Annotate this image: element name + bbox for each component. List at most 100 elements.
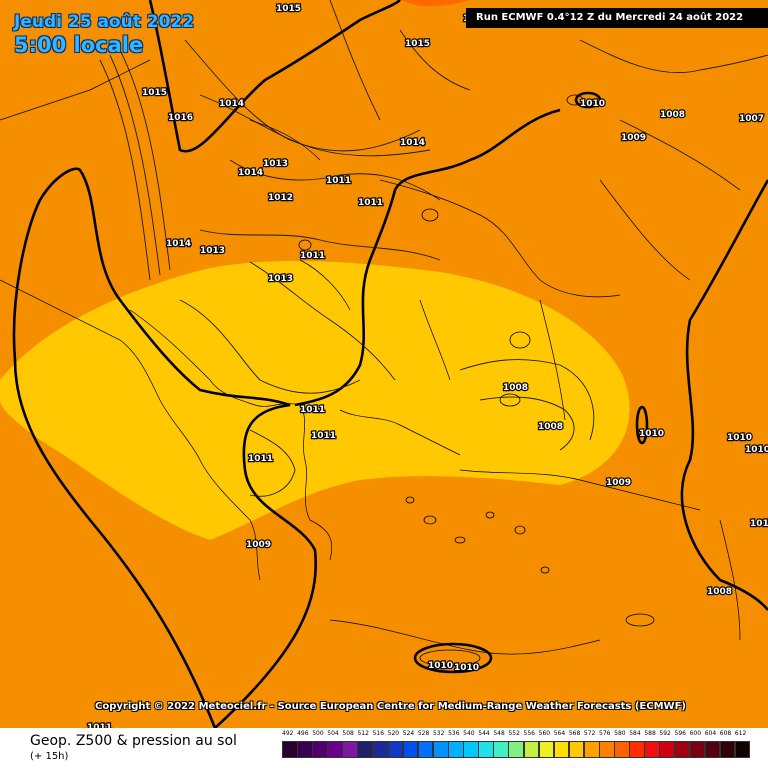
coastlines xyxy=(0,59,741,655)
pressure-label: 1009 xyxy=(606,478,631,488)
scale-label: 560 xyxy=(538,730,551,737)
pressure-label: 1008 xyxy=(538,422,563,432)
scale-swatch xyxy=(629,741,645,758)
scale-swatch xyxy=(734,741,751,758)
coastline-adriatic xyxy=(129,309,333,561)
border-line-2 xyxy=(299,259,351,311)
scale-label: 568 xyxy=(568,730,581,737)
pressure-label: 1011 xyxy=(311,431,336,441)
pressure-label: 1014 xyxy=(219,99,244,109)
scale-label: 608 xyxy=(719,730,732,737)
pressure-label: 1009 xyxy=(246,540,271,550)
pressure-label: 1015 xyxy=(405,39,430,49)
z500-contour-east xyxy=(680,179,768,611)
scale-label: 596 xyxy=(674,730,686,737)
forecast-range: (+ 15h) xyxy=(30,751,69,762)
scale-label: 536 xyxy=(448,730,460,737)
isobars xyxy=(99,0,768,497)
coastline-north-africa xyxy=(329,619,601,655)
pressure-label: 1010 xyxy=(727,433,752,443)
scale-label: 496 xyxy=(297,730,309,737)
scale-label: 592 xyxy=(659,730,671,737)
scale-swatch xyxy=(327,741,343,758)
scale-swatch xyxy=(599,741,615,758)
coastline-anatolia xyxy=(459,469,701,511)
z500-contour-north xyxy=(148,0,401,153)
pressure-label: 1009 xyxy=(621,133,646,143)
pressure-label: 1014 xyxy=(238,168,263,178)
pressure-label: 1016 xyxy=(168,113,193,123)
scale-swatch xyxy=(478,741,494,758)
border-line-4 xyxy=(539,299,566,421)
scale-swatch xyxy=(312,741,328,758)
forecast-time: 5:00 locale xyxy=(14,33,144,57)
islands xyxy=(298,94,655,667)
border-line-5 xyxy=(599,179,691,281)
scale-swatch xyxy=(493,741,509,758)
pressure-label: 1010 xyxy=(454,663,479,673)
scale-label: 520 xyxy=(387,730,400,737)
scale-label: 604 xyxy=(704,730,717,737)
run-info-banner: Run ECMWF 0.4°12 Z du Mercredi 24 août 2… xyxy=(466,8,768,28)
scale-swatch xyxy=(644,741,660,758)
pressure-label: 1015 xyxy=(142,88,167,98)
island-crete xyxy=(419,649,481,667)
scale-swatch xyxy=(282,741,298,758)
lake-1 xyxy=(509,331,531,349)
z500-closed-contour-east xyxy=(635,405,649,445)
pressure-label: 1014 xyxy=(400,138,425,148)
border-line-3 xyxy=(419,299,451,381)
scale-swatch xyxy=(614,741,630,758)
scale-label: 504 xyxy=(327,730,339,737)
height-field-high-patch xyxy=(400,0,470,7)
pressure-label: 1011 xyxy=(750,519,768,529)
island-aegean-5 xyxy=(405,496,415,504)
pressure-label: 1008 xyxy=(503,383,528,393)
scale-swatch xyxy=(508,741,525,758)
pressure-labels: 1015101510151016101410131014101410111012… xyxy=(86,3,768,728)
scale-swatch xyxy=(538,741,555,758)
scale-label: 576 xyxy=(599,730,611,737)
pressure-label: 1012 xyxy=(268,193,293,203)
scale-swatch xyxy=(553,741,570,758)
scale-swatch xyxy=(372,741,389,758)
pressure-label: 1010 xyxy=(745,445,768,455)
scale-label: 516 xyxy=(372,730,385,737)
scale-label: 572 xyxy=(583,730,596,737)
scale-swatch xyxy=(674,741,691,758)
scale-swatch xyxy=(689,741,706,758)
forecast-date: Jeudi 25 août 2022 xyxy=(14,12,195,32)
z500-closed-contour-sea xyxy=(413,642,493,674)
scale-label: 500 xyxy=(312,730,324,737)
pressure-label: 1011 xyxy=(300,251,325,261)
scale-label: 492 xyxy=(282,730,294,737)
scale-swatch xyxy=(432,741,449,758)
island-aegean-1 xyxy=(423,515,437,525)
copyright-notice: Copyright © 2022 Meteociel.fr - Source E… xyxy=(95,701,686,712)
pressure-label: 1015 xyxy=(276,4,301,14)
pressure-label: 1011 xyxy=(326,176,351,186)
pressure-label: 1008 xyxy=(707,587,732,597)
island-aegean-6 xyxy=(540,566,550,574)
pressure-label: 1013 xyxy=(263,159,288,169)
scale-swatch xyxy=(387,741,404,758)
scale-label: 544 xyxy=(478,730,490,737)
scale-label: 612 xyxy=(734,730,747,737)
lake-4 xyxy=(499,393,521,407)
scale-label: 508 xyxy=(342,730,354,737)
scale-label: 512 xyxy=(357,730,369,737)
pressure-label: 1011 xyxy=(358,198,383,208)
scale-label: 556 xyxy=(523,730,535,737)
pressure-label: 1010 xyxy=(428,661,453,671)
pressure-label: 1011 xyxy=(87,723,112,728)
pressure-label: 1013 xyxy=(268,274,293,284)
scale-swatch xyxy=(719,741,736,758)
scale-label: 532 xyxy=(432,730,445,737)
z500-closed-contour-north xyxy=(574,91,602,109)
pressure-label: 1010 xyxy=(639,429,664,439)
z500-contour-west-lower xyxy=(13,359,217,728)
lake-3 xyxy=(298,239,312,251)
coastline-north-europe xyxy=(0,59,151,121)
scale-swatch xyxy=(402,741,419,758)
pressure-label: 1008 xyxy=(660,110,685,120)
